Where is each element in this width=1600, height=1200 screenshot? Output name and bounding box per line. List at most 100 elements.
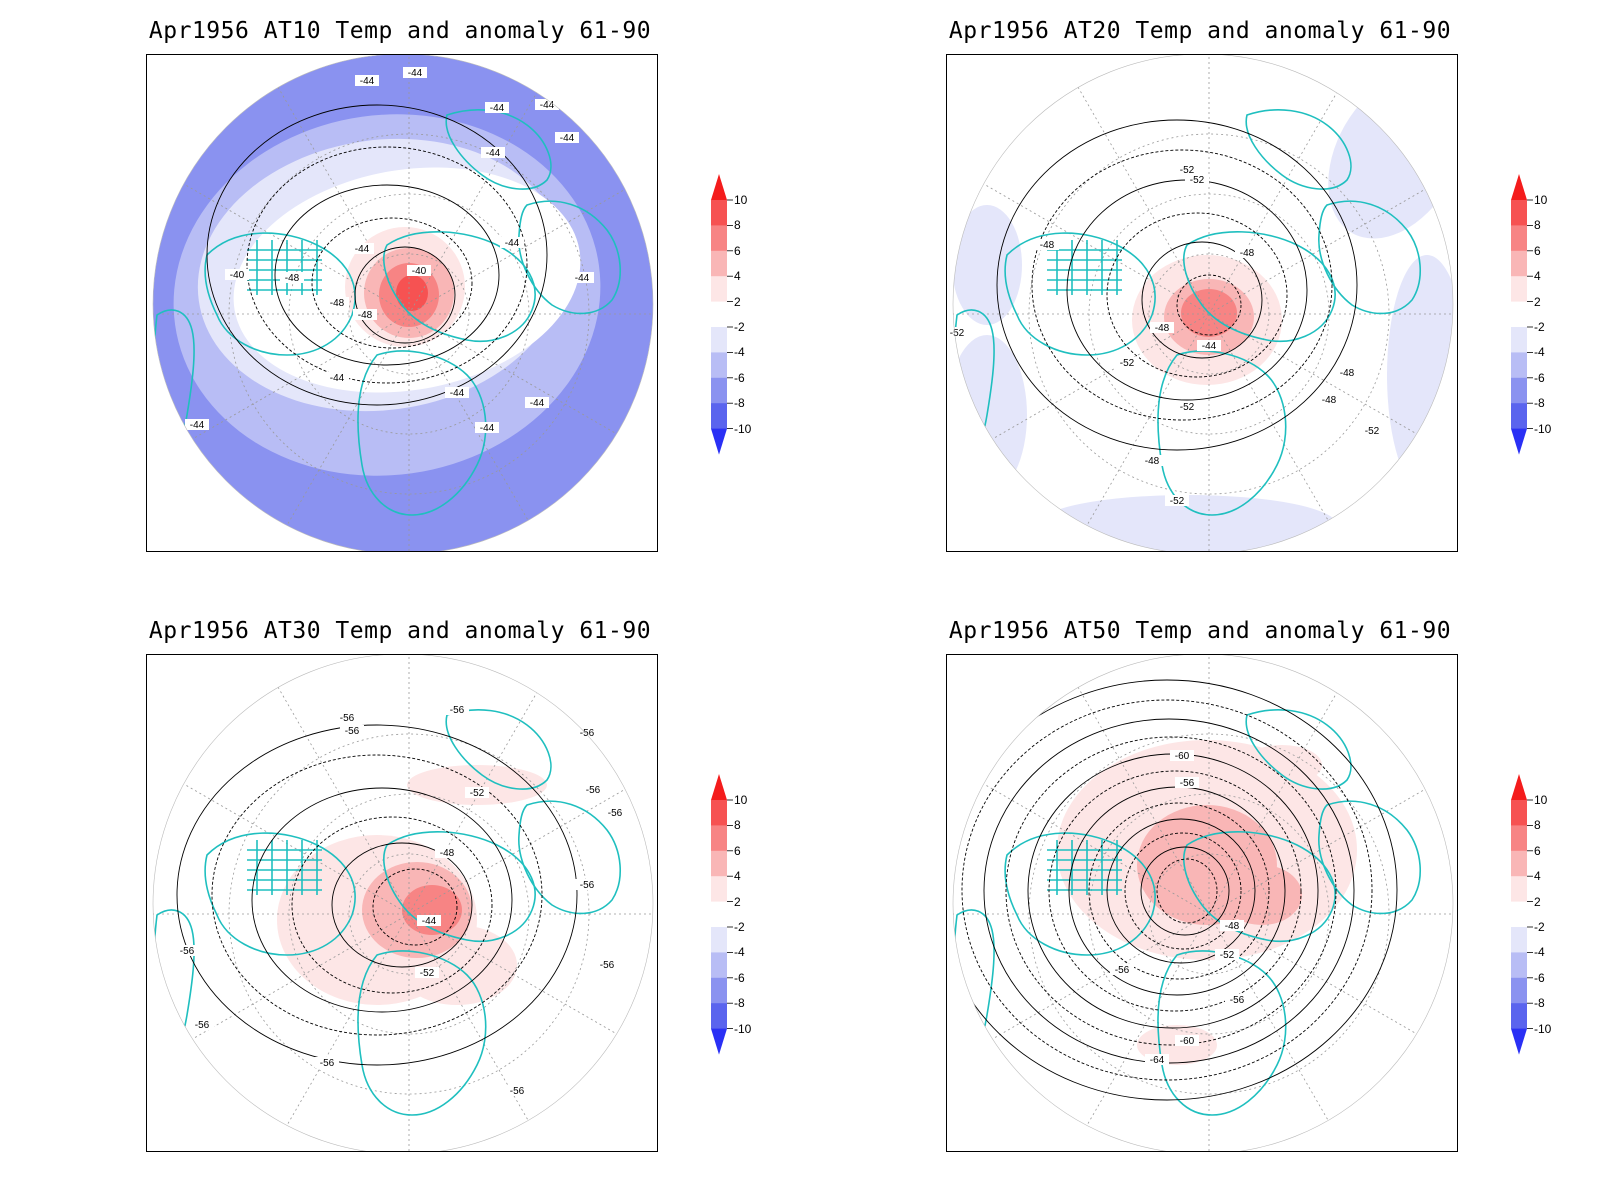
contour-label: -48 bbox=[1040, 240, 1055, 251]
contour-label: -56 bbox=[580, 728, 595, 739]
contour-label: -48 bbox=[1322, 395, 1337, 406]
contour-label: -48 bbox=[1155, 323, 1170, 334]
contour-label: -44 bbox=[1202, 341, 1217, 352]
colorbar-label: 8 bbox=[1534, 218, 1541, 233]
polar-map: -60 -56 -48 -52 -56 -56 -60 -64 bbox=[952, 655, 1454, 1151]
contour-label: -48 bbox=[440, 848, 455, 859]
colorbar: 10 8 6 4 2 -2 -4 -6 -8 -10 bbox=[1505, 174, 1575, 464]
contour-label: -44 bbox=[330, 373, 345, 384]
contour-label: -56 bbox=[180, 946, 195, 957]
colorbar-label: -4 bbox=[1534, 345, 1545, 360]
colorbar-label: 4 bbox=[734, 269, 741, 284]
contour-label: -48 bbox=[358, 310, 373, 321]
colorbar-label: 8 bbox=[734, 218, 741, 233]
contour-label: -56 bbox=[600, 960, 615, 971]
colorbar-label: 6 bbox=[734, 243, 741, 258]
contour-label: -52 bbox=[420, 968, 435, 979]
map-frame: -52 -52 -48 -48 -52 -48 -44 -52 -48 -48 -52 -52 -48-… bbox=[946, 54, 1458, 552]
colorbar: 10 8 6 4 2 -2 -4 -6 -8 -10 bbox=[1505, 774, 1575, 1064]
contour-label: -48 bbox=[330, 298, 345, 309]
colorbar-label: 2 bbox=[1534, 894, 1541, 909]
colorbar-scale bbox=[711, 774, 733, 1055]
anomaly-fill bbox=[953, 655, 1453, 1151]
anomaly-fill bbox=[153, 55, 653, 551]
contour-label: -44 bbox=[450, 388, 465, 399]
colorbar-label: -10 bbox=[1534, 421, 1552, 436]
colorbar-label: -4 bbox=[734, 945, 745, 960]
contour-label: -44 bbox=[540, 100, 555, 111]
colorbar-label: -8 bbox=[734, 396, 745, 411]
colorbar-label: -6 bbox=[734, 970, 745, 985]
colorbar-label: 10 bbox=[1534, 193, 1548, 207]
colorbar-label: -10 bbox=[734, 421, 752, 436]
coastlines bbox=[953, 109, 1422, 516]
contour-lines bbox=[176, 724, 578, 1066]
contour-label: -44 bbox=[486, 148, 501, 159]
colorbar-scale bbox=[711, 174, 733, 455]
polar-map: -52-52-48-48-52-48-44-52-48-48-52-52-48-… bbox=[947, 55, 1454, 551]
colorbar-label: 4 bbox=[1534, 869, 1541, 884]
panel-at30: Apr1956 AT30 Temp and anomaly 61-90 -56-… bbox=[0, 600, 800, 1200]
contour-label: -56 bbox=[586, 785, 601, 796]
graticule bbox=[153, 55, 653, 551]
contour-label: -56 bbox=[340, 713, 355, 724]
contour-label: -64 bbox=[1150, 1055, 1165, 1066]
contour-label: -44 bbox=[560, 133, 575, 144]
contour-lines bbox=[206, 104, 548, 406]
contour-label: -40 bbox=[412, 266, 427, 277]
anomaly-fill bbox=[153, 655, 653, 1151]
contour-label: -60 bbox=[1175, 751, 1190, 762]
colorbar: 10 8 6 4 2 -2 -4 -6 -8 -10 bbox=[705, 774, 775, 1064]
colorbar-label: -6 bbox=[1534, 370, 1545, 385]
colorbar-label: 8 bbox=[734, 818, 741, 833]
contour-label: -52 bbox=[1180, 165, 1195, 176]
contour-label: -44 bbox=[408, 68, 423, 79]
contour-label: -56 bbox=[450, 705, 465, 716]
contour-label: -56 bbox=[320, 1058, 335, 1069]
colorbar-label: 2 bbox=[734, 894, 741, 909]
colorbar-label: 4 bbox=[1534, 269, 1541, 284]
contour-label: -56 bbox=[1180, 778, 1195, 789]
colorbar-label: -8 bbox=[1534, 396, 1545, 411]
colorbar-label: -10 bbox=[1534, 1021, 1552, 1036]
contour-label: -44 bbox=[190, 420, 205, 431]
contour-label: -44 bbox=[530, 398, 545, 409]
colorbar: 10 8 6 4 2 -2 -4 -6 -8 -10 bbox=[705, 174, 775, 464]
colorbar-label: 10 bbox=[734, 793, 748, 807]
contour-label: -56 bbox=[1230, 995, 1245, 1006]
panel-title: Apr1956 AT50 Temp and anomaly 61-90 bbox=[948, 618, 1452, 644]
colorbar-label: -2 bbox=[1534, 920, 1545, 934]
contour-label: -56 bbox=[1115, 965, 1130, 976]
colorbar-label: -10 bbox=[734, 1021, 752, 1036]
colorbar-label: -8 bbox=[1534, 996, 1545, 1011]
colorbar-label: 6 bbox=[734, 843, 741, 858]
contour-label: -52 bbox=[1170, 496, 1185, 507]
map-frame: -56 -56 -56 -56 -56 -56 -52 -48 -56 -44 -52 -56 -56 -… bbox=[146, 654, 658, 1152]
map-frame: -60 -56 -48 -52 -56 -56 -60 -64 bbox=[946, 654, 1458, 1152]
panel-title: Apr1956 AT10 Temp and anomaly 61-90 bbox=[148, 18, 652, 44]
colorbar-scale bbox=[1511, 174, 1533, 455]
colorbar-label: 6 bbox=[1534, 843, 1541, 858]
contour-label: -52 bbox=[1220, 950, 1235, 961]
contour-label: -52 bbox=[1190, 175, 1205, 186]
contour-label: -40 bbox=[230, 270, 245, 281]
colorbar-label: -4 bbox=[734, 345, 745, 360]
contour-label: -44 bbox=[505, 238, 520, 249]
contour-label: -56 bbox=[195, 1020, 210, 1031]
colorbar-label: 6 bbox=[1534, 243, 1541, 258]
contour-label: -48 bbox=[1145, 456, 1160, 467]
contour-label: -44 bbox=[422, 916, 437, 927]
panel-at10: Apr1956 AT10 Temp and anomaly 61-90 -44-… bbox=[0, 0, 800, 600]
contour-label: -52 bbox=[950, 328, 965, 339]
contour-label: -56 bbox=[510, 1086, 525, 1097]
polar-map: -44 -44 -44 -44 -44 -44 -44 -40 -48 -48 -48 -40 -44 -… bbox=[152, 55, 654, 551]
colorbar-label: -8 bbox=[734, 996, 745, 1011]
contour-label: -56 bbox=[345, 726, 360, 737]
contour-label: -48 bbox=[1340, 368, 1355, 379]
contour-labels: -44 -44 -44 -44 -44 -44 -44 -40 -48 -48 -48 -40 -44 -… bbox=[185, 67, 594, 434]
colorbar-label: 2 bbox=[734, 294, 741, 309]
contour-label: -44 bbox=[480, 423, 495, 434]
contour-label: -52 bbox=[470, 788, 485, 799]
map-frame: -44 -44 -44 -44 -44 -44 -44 -40 -48 -48 -48 -40 -44 -… bbox=[146, 54, 658, 552]
contour-label: -56 bbox=[580, 880, 595, 891]
